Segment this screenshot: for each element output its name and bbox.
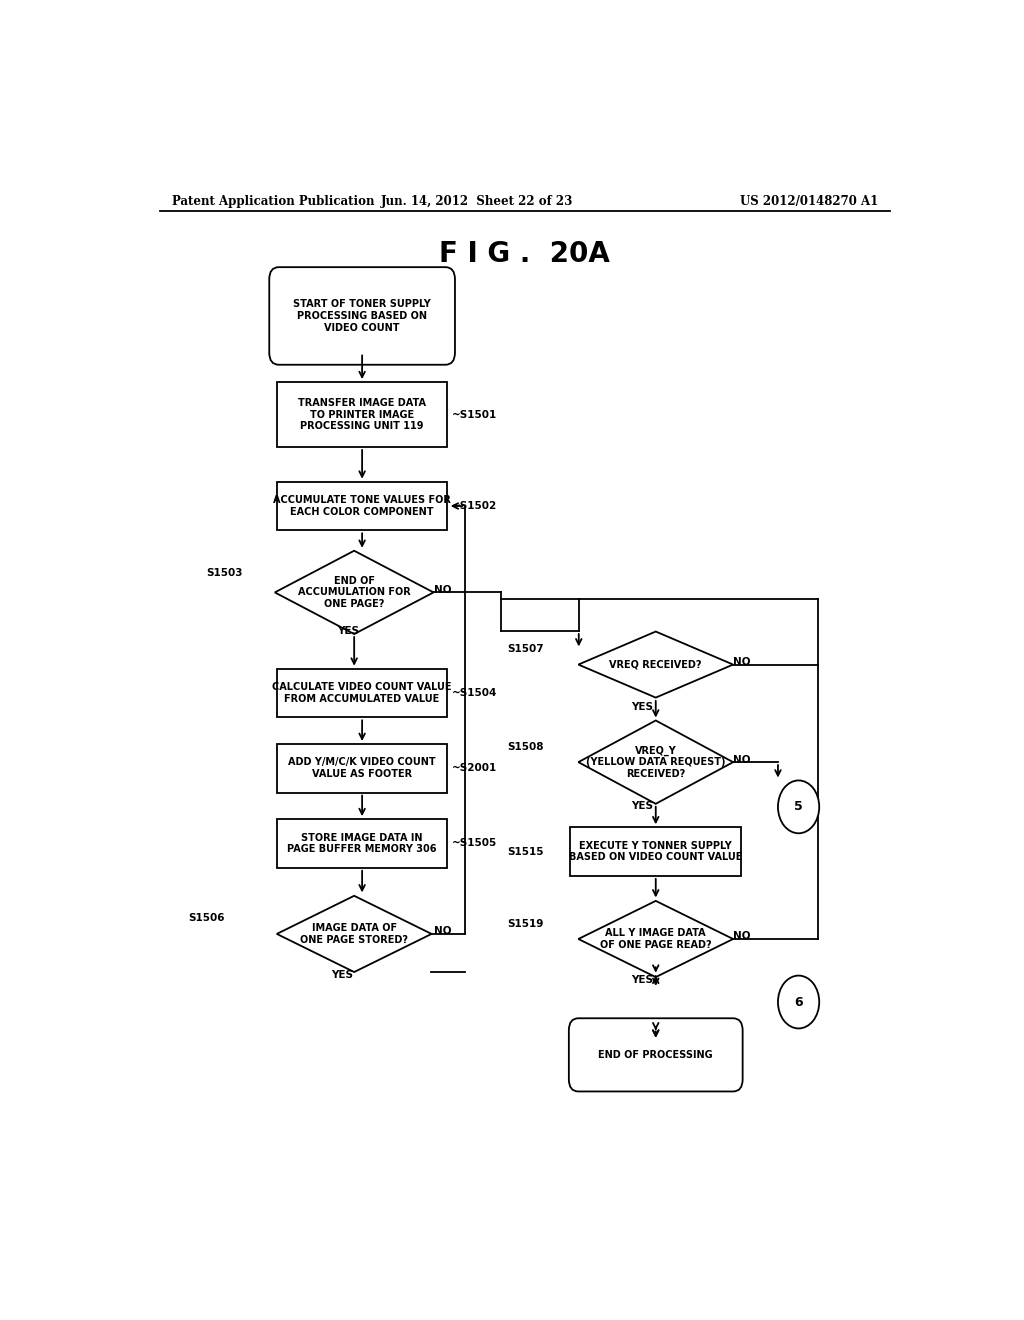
- Polygon shape: [579, 900, 733, 977]
- Text: ADD Y/M/C/K VIDEO COUNT
VALUE AS FOOTER: ADD Y/M/C/K VIDEO COUNT VALUE AS FOOTER: [289, 758, 436, 779]
- Text: F I G .  20A: F I G . 20A: [439, 240, 610, 268]
- Text: Patent Application Publication: Patent Application Publication: [172, 194, 374, 207]
- Text: VREQ RECEIVED?: VREQ RECEIVED?: [609, 660, 702, 669]
- Text: YES: YES: [631, 702, 653, 713]
- Text: VREQ_Y
(YELLOW DATA REQUEST)
RECEIVED?: VREQ_Y (YELLOW DATA REQUEST) RECEIVED?: [586, 746, 725, 779]
- Text: TRANSFER IMAGE DATA
TO PRINTER IMAGE
PROCESSING UNIT 119: TRANSFER IMAGE DATA TO PRINTER IMAGE PRO…: [298, 397, 426, 432]
- Text: CALCULATE VIDEO COUNT VALUE
FROM ACCUMULATED VALUE: CALCULATE VIDEO COUNT VALUE FROM ACCUMUL…: [272, 682, 452, 704]
- Text: US 2012/0148270 A1: US 2012/0148270 A1: [739, 194, 878, 207]
- Text: IMAGE DATA OF
ONE PAGE STORED?: IMAGE DATA OF ONE PAGE STORED?: [300, 923, 409, 945]
- FancyBboxPatch shape: [269, 267, 455, 364]
- Text: YES: YES: [338, 626, 359, 636]
- Text: YES: YES: [332, 970, 353, 979]
- Text: NO: NO: [733, 755, 751, 766]
- Text: ~S1502: ~S1502: [452, 502, 497, 511]
- FancyBboxPatch shape: [569, 1018, 742, 1092]
- Text: EXECUTE Y TONNER SUPPLY
BASED ON VIDEO COUNT VALUE: EXECUTE Y TONNER SUPPLY BASED ON VIDEO C…: [569, 841, 742, 862]
- Polygon shape: [276, 896, 431, 972]
- Text: STORE IMAGE DATA IN
PAGE BUFFER MEMORY 306: STORE IMAGE DATA IN PAGE BUFFER MEMORY 3…: [288, 833, 437, 854]
- Text: Jun. 14, 2012  Sheet 22 of 23: Jun. 14, 2012 Sheet 22 of 23: [381, 194, 573, 207]
- Bar: [276, 669, 447, 718]
- Text: NO: NO: [433, 925, 451, 936]
- Text: ~S1505: ~S1505: [452, 838, 497, 849]
- Text: 6: 6: [795, 995, 803, 1008]
- Bar: [276, 482, 447, 531]
- Text: S1506: S1506: [188, 912, 225, 923]
- Bar: [570, 828, 741, 876]
- Text: S1519: S1519: [507, 919, 544, 929]
- Text: S1508: S1508: [507, 742, 544, 752]
- Text: END OF PROCESSING: END OF PROCESSING: [598, 1049, 713, 1060]
- Circle shape: [778, 780, 819, 833]
- Text: END OF
ACCUMULATION FOR
ONE PAGE?: END OF ACCUMULATION FOR ONE PAGE?: [298, 576, 411, 609]
- Text: S1515: S1515: [507, 846, 544, 857]
- Circle shape: [778, 975, 819, 1028]
- Text: ALL Y IMAGE DATA
OF ONE PAGE READ?: ALL Y IMAGE DATA OF ONE PAGE READ?: [600, 928, 712, 950]
- Polygon shape: [579, 721, 733, 804]
- Text: NO: NO: [733, 656, 751, 667]
- Text: S1503: S1503: [206, 568, 243, 578]
- Bar: [276, 818, 447, 867]
- Bar: [276, 381, 447, 447]
- Text: ~S1504: ~S1504: [452, 688, 498, 698]
- Text: ~S1501: ~S1501: [452, 409, 497, 420]
- Text: S1507: S1507: [507, 644, 544, 655]
- Text: YES: YES: [631, 801, 653, 810]
- Text: ACCUMULATE TONE VALUES FOR
EACH COLOR COMPONENT: ACCUMULATE TONE VALUES FOR EACH COLOR CO…: [273, 495, 451, 517]
- Text: NO: NO: [733, 931, 751, 941]
- Text: 5: 5: [795, 800, 803, 813]
- Text: START OF TONER SUPPLY
PROCESSING BASED ON
VIDEO COUNT: START OF TONER SUPPLY PROCESSING BASED O…: [293, 300, 431, 333]
- Text: YES: YES: [631, 974, 653, 985]
- Polygon shape: [579, 631, 733, 697]
- Text: NO: NO: [434, 585, 452, 595]
- Polygon shape: [274, 550, 433, 634]
- Bar: [276, 744, 447, 792]
- Text: ~S2001: ~S2001: [452, 763, 497, 774]
